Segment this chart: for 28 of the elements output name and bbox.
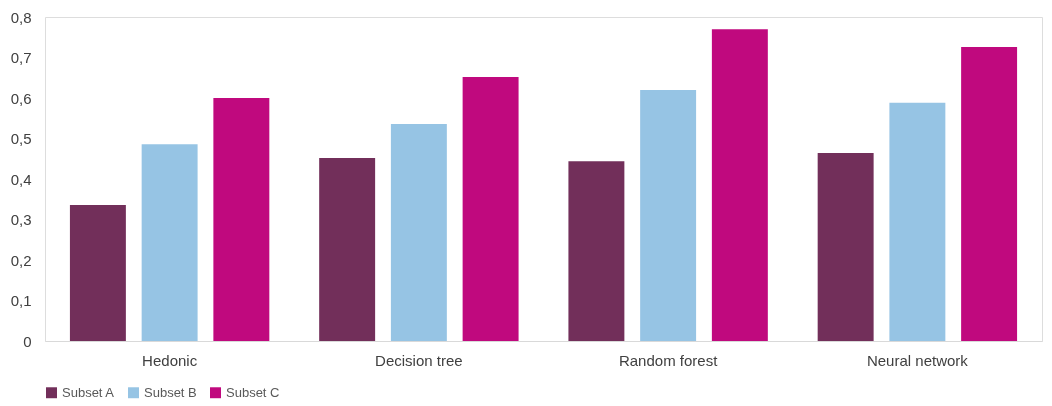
legend-label: Subset B [144,384,197,400]
y-tick-label: 0 [23,332,32,350]
legend-label: Subset C [226,384,280,400]
x-tick-label: Neural network [866,351,969,369]
bar [213,98,270,341]
bar [889,102,946,341]
bar [141,144,198,341]
legend-label: Subset A [62,384,115,400]
y-tick-label: 0,7 [10,49,32,66]
bar [711,29,768,341]
x-tick-label: Decision tree [375,351,463,369]
x-tick-label: Hedonic [142,351,198,369]
y-tick-label: 0,1 [10,292,32,309]
y-tick-label: 0,4 [10,170,32,188]
bar [390,123,447,341]
y-tick-label: 0,2 [10,251,32,269]
y-tick-label: 0,6 [10,89,32,107]
bar [568,161,625,341]
bar [640,89,697,341]
y-tick-label: 0,3 [10,211,32,228]
x-tick-label: Random forest [618,351,719,369]
y-tick-label: 0,8 [10,8,32,26]
bar [319,157,376,341]
bar [462,76,519,341]
bar [817,153,874,341]
bar [69,204,126,341]
bar [961,46,1018,341]
y-tick-label: 0,5 [10,130,32,147]
